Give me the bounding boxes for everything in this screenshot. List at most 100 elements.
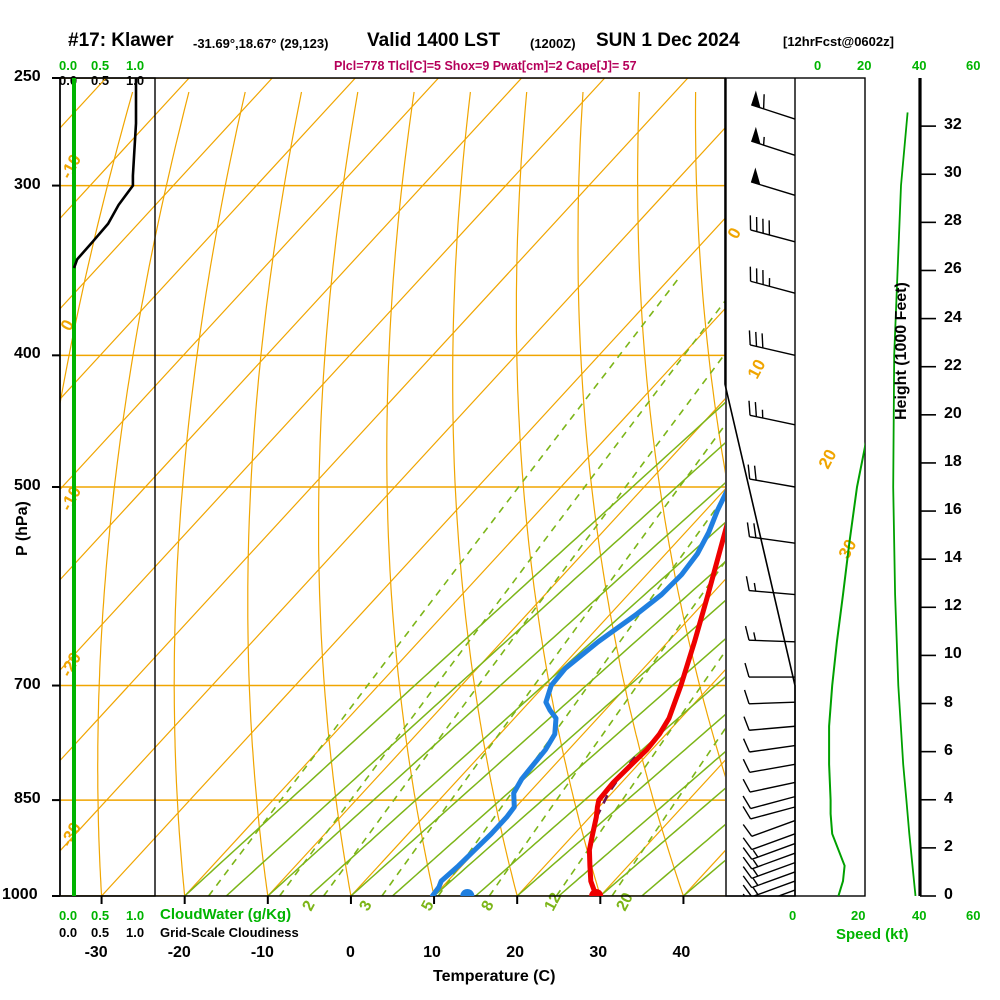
wind-barb [743,689,796,705]
surface-dewpoint-marker [460,889,475,896]
height-curve [892,112,917,896]
height-label-0: 0 [944,886,953,903]
temperature-label-40: 40 [672,944,691,961]
height-label-22: 22 [944,356,962,374]
pressure-label-1000: 1000 [2,886,38,903]
wind-barb [742,861,796,880]
wind-barb [742,842,796,860]
wind-barb [742,852,796,870]
height-axis-title-text: Height (1000 Feet) [893,282,910,420]
wind-barb [742,778,796,793]
speed-tick-top-2: 40 [912,58,927,73]
pressure-label-700: 700 [14,675,41,693]
cloudwater-tick-1: 0.5 [91,58,110,73]
wind-speed-curve [828,441,865,896]
temperature-label-10: 10 [423,944,441,961]
wind-barb [742,795,796,810]
wind-barb [742,889,796,896]
wind-barb [742,758,796,774]
height-label-30: 30 [944,164,962,182]
wind-barb [742,819,796,837]
wind-barb [745,576,796,596]
pressure-label-400: 400 [14,345,41,363]
wind-barb [748,330,796,357]
valid-date: SUN 1 Dec 2024 [596,30,740,51]
height-label-4: 4 [944,789,953,807]
height-label-8: 8 [944,693,953,711]
speed-tick-top-0: 0 [814,58,822,73]
wind-barb [742,806,796,820]
temperature-label-20: 20 [506,944,524,961]
wind-barb [747,464,796,488]
speed-axis-title: Speed (kt) [836,926,909,943]
temperature-axis-title: Temperature (C) [433,968,556,985]
wind-barb [744,625,796,643]
height-label-28: 28 [944,212,962,230]
svg-text:2: 2 [300,898,319,914]
height-label-24: 24 [944,308,962,326]
svg-text:-10: -10 [57,151,85,182]
cloudiness-curve [72,78,138,269]
speed-tick-bot-0: 0 [789,908,797,923]
speed-tick-bot-1: 20 [851,908,866,923]
cloudiness-tick-1: 0.5 [91,73,110,88]
surface-markers [460,889,604,896]
cloudiness-btick-2: 1.0 [126,925,145,940]
wind-barb [742,871,796,889]
speed-tick-bot-2: 40 [912,908,927,923]
speed-tick-top-1: 20 [857,58,872,73]
cloudiness-btick-0: 0.0 [59,925,78,940]
cloudiness-btick-1: 0.5 [91,925,110,940]
cloudwater-axis-title: CloudWater (g/Kg) [160,906,292,923]
wind-barb [742,738,796,753]
cloudwater-btick-0: 0.0 [59,908,78,923]
wind-barb [749,215,796,243]
cloudwater-btick-2: 1.0 [126,908,145,923]
height-tick-marks [920,125,936,897]
cloudiness-axis-title: Grid-Scale Cloudiness [160,925,299,940]
wind-barb [749,266,796,294]
svg-text:20: 20 [815,446,841,472]
height-label-26: 26 [944,260,962,278]
station-title: #17: Klawer [68,30,174,51]
stability-indices: Plcl=778 Tlcl[C]=5 Shox=9 Pwat[cm]=2 Cap… [334,59,637,73]
wind-barb [751,126,796,156]
temperature-label--10: -10 [250,944,274,961]
pressure-label-500: 500 [14,477,41,494]
height-label-6: 6 [944,741,953,759]
cloudwater-tick-2: 1.0 [126,58,145,73]
pressure-axis-title-text: P (hPa) [14,501,31,556]
speed-tick-bot-3: 60 [966,908,981,923]
svg-text:10: 10 [744,356,770,382]
pressure-label-850: 850 [14,790,41,808]
skewt-gridlines [60,78,725,896]
surface-temperature-marker [589,889,604,896]
svg-text:8: 8 [479,898,498,914]
svg-text:20: 20 [614,890,637,914]
wind-barb [744,662,795,678]
cloudwater-tick-0: 0.0 [59,58,78,73]
cloudwater-btick-1: 0.5 [91,908,110,923]
wind-barb [742,833,796,851]
wind-barb [743,716,796,731]
temperature-curve [586,522,725,896]
speed-tick-top-3: 60 [966,58,981,73]
station-coords: -31.69°,18.67° (29,123) [193,36,329,51]
height-label-14: 14 [944,549,962,567]
svg-text:0: 0 [724,225,745,242]
forecast-tag: [12hrFcst@0602z] [783,34,894,49]
svg-text:-30: -30 [57,819,85,850]
temperature-label-0: 0 [345,944,355,961]
wind-barb [742,880,796,896]
height-label-2: 2 [944,837,953,855]
height-label-20: 20 [944,404,962,422]
svg-text:-20: -20 [57,649,85,680]
temperature-label--30: -30 [84,944,108,961]
pressure-label-250: 250 [14,68,41,85]
wind-barbs [742,90,796,896]
valid-time-utc: (1200Z) [530,36,576,51]
valid-time: Valid 1400 LST [367,30,501,51]
